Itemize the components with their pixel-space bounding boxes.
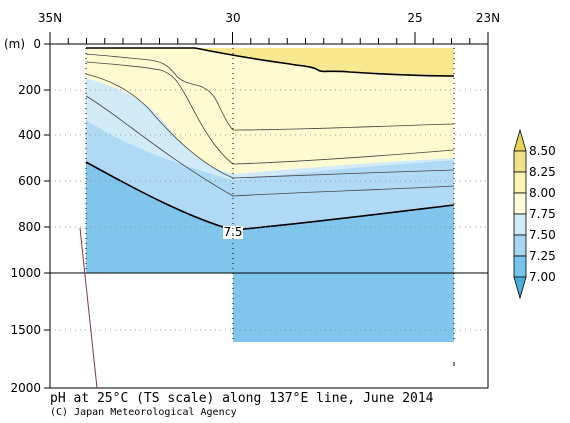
chart-credit: (C) Japan Meteorological Agency bbox=[50, 407, 237, 418]
filled-contours bbox=[86, 48, 454, 342]
y-tick-label: 1000 bbox=[10, 266, 41, 280]
y-tick-label: 600 bbox=[18, 174, 41, 188]
y-tick-label: 2000 bbox=[10, 381, 41, 395]
colorbar-segment bbox=[513, 213, 527, 236]
grid-lines bbox=[50, 89, 488, 331]
colorbar-label: 8.00 bbox=[529, 186, 556, 200]
colorbar-label: 8.25 bbox=[529, 165, 556, 179]
top-axis-ticks bbox=[49, 32, 489, 44]
band-light bbox=[86, 48, 454, 174]
colorbar-segment bbox=[513, 171, 527, 194]
colorbar-label: 7.75 bbox=[529, 207, 556, 221]
contour-line-thin-2 bbox=[85, 61, 455, 165]
chart-title: pH at 25°C (TS scale) along 137°E line, … bbox=[50, 391, 434, 406]
band-blue bbox=[86, 162, 454, 273]
band-mid-blue bbox=[86, 120, 454, 230]
x-tick-label: 23N bbox=[476, 11, 500, 25]
colorbar-segment bbox=[513, 192, 527, 215]
contour-label: 7.5 bbox=[223, 225, 242, 239]
band-deep-lower bbox=[233, 273, 454, 342]
y-unit-label: (m) bbox=[4, 37, 25, 51]
colorbar-label: 8.50 bbox=[529, 144, 556, 158]
colorbar-segment bbox=[513, 234, 527, 257]
x-tick-label: 25 bbox=[407, 11, 422, 25]
contour-line-8-0 bbox=[86, 47, 455, 77]
contour-lines bbox=[85, 47, 455, 231]
band-yellow bbox=[195, 48, 454, 76]
y-tick-label: 1500 bbox=[10, 323, 41, 337]
contour-label-bg bbox=[223, 226, 243, 239]
y-tick-label: 400 bbox=[18, 128, 41, 142]
colorbar-segment bbox=[513, 150, 527, 173]
station-lines bbox=[85, 48, 455, 342]
track-line bbox=[79, 227, 98, 389]
contour-line-thin-3 bbox=[85, 73, 455, 179]
colorbar-segment bbox=[513, 255, 527, 278]
y-axis-ticks bbox=[44, 43, 50, 389]
y-tick-label: 200 bbox=[18, 83, 41, 97]
y-tick-label: 800 bbox=[18, 220, 41, 234]
y-tick-label: 0 bbox=[33, 37, 41, 51]
contour-line-thin-4 bbox=[85, 95, 455, 197]
x-tick-label: 30 bbox=[225, 11, 240, 25]
colorbar-arrow-bottom bbox=[513, 276, 527, 300]
colorbar: 8.50 8.25 8.00 7.75 7.50 7.25 7.00 bbox=[513, 128, 556, 300]
colorbar-label: 7.00 bbox=[529, 270, 556, 284]
x-tick-label: 35N bbox=[38, 11, 62, 25]
colorbar-arrow-top bbox=[513, 128, 527, 152]
colorbar-label: 7.25 bbox=[529, 249, 556, 263]
colorbar-label: 7.50 bbox=[529, 228, 556, 242]
contour-line-thin-1 bbox=[85, 53, 455, 131]
band-pale-blue bbox=[86, 78, 454, 180]
